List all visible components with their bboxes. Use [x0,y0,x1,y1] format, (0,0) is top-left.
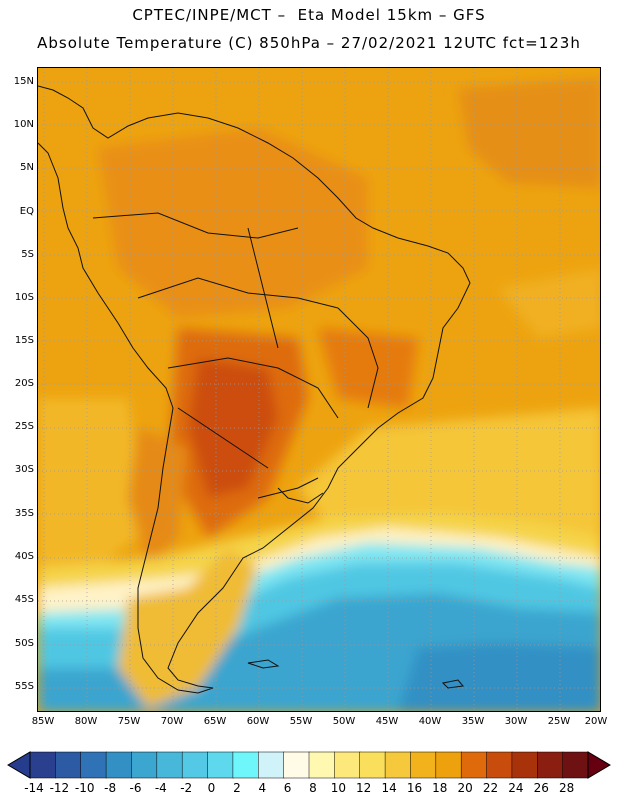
colorbar-tick-label: 2 [233,781,241,795]
lon-label-40w: 40W [418,716,442,727]
lon-label-75w: 75W [117,716,141,727]
ocean-patch [498,268,600,338]
lon-label-35w: 35W [461,716,485,727]
lat-label-35s: 35S [14,508,34,519]
lat-label-40s: 40S [14,551,34,562]
colorbar-cell [537,751,564,779]
map-panel [37,67,601,712]
color-scale-bar [7,751,611,779]
colorbar-cell [156,751,183,779]
amazon-warm [98,128,368,318]
colorbar-cell [29,751,57,779]
lat-label-15n: 15N [13,76,34,87]
colorbar-tick-label: 10 [330,781,347,795]
temperature-map [38,68,600,711]
colorbar-cell [562,751,589,779]
colorbar-tick-label: -12 [49,781,70,795]
lat-label-10s: 10S [14,292,34,303]
colorbar-tick-label: 20 [457,781,473,795]
lat-label-25s: 25S [14,421,34,432]
colorbar-tick-label: 18 [432,781,448,795]
colorbar-cell [308,751,336,779]
map-title-line1: CPTEC/INPE/MCT – Eta Model 15km – GFS [132,6,486,24]
colorbar-tick-label: -10 [74,781,95,795]
colorbar-cell [207,751,234,779]
colorbar-cell [80,751,107,779]
colorbar-tick-label: 24 [508,781,524,795]
lon-label-65w: 65W [203,716,227,727]
colorbar-tick-label: 14 [381,781,397,795]
colorbar-tick-label: 6 [283,781,292,795]
lat-label-15s: 15S [14,335,34,346]
brazil-warm-patch [318,328,418,408]
colorbar-cell [334,751,361,779]
colorbar-tick-label: 22 [482,781,499,795]
colorbar-low-arrow [7,751,31,779]
colorbar-tick-label: 4 [258,781,267,795]
lon-label-30w: 30W [504,716,528,727]
lon-label-55w: 55W [289,716,313,727]
lat-label-45s: 45S [14,594,34,605]
lon-label-60w: 60W [246,716,270,727]
lat-label-55s: 55S [14,681,34,692]
map-title-line2: Absolute Temperature (C) 850hPa – 27/02/… [37,34,581,52]
colorbar-tick-label: -14 [24,781,44,795]
warm-north-atlantic [458,78,600,188]
lat-label-eq: EQ [19,206,34,217]
lon-label-85w: 85W [31,716,55,727]
subtropical-atlantic [298,408,600,548]
colorbar-tick-label: 26 [533,781,549,795]
colorbar-cell [131,751,158,779]
colorbar-high-arrow [587,751,611,779]
colorbar-tick-label: 16 [406,781,423,795]
colorbar-cell [511,751,539,779]
lon-label-80w: 80W [74,716,98,727]
lat-label-5n: 5N [20,162,34,173]
colorbar-cell [105,751,133,779]
colorbar-cell [435,751,462,779]
colorbar-cell [384,751,412,779]
argentina-hot-core [188,358,278,498]
coastlines [38,85,471,694]
colorbar-tick-label: 12 [356,781,372,795]
colorbar-tick-label: 0 [207,781,216,795]
colorbar-cell [486,751,513,779]
lon-label-20w: 20W [584,716,608,727]
colorbar-cell [258,751,285,779]
lat-label-30s: 30S [14,464,34,475]
lat-label-50s: 50S [14,638,34,649]
lon-label-50w: 50W [332,716,356,727]
coldest-core [398,643,600,711]
colorbar-cell [410,751,437,779]
subtropical-pacific [38,398,148,568]
colorbar-cell [181,751,209,779]
lat-label-20s: 20S [14,378,34,389]
colorbar-tick-label: -2 [180,781,193,795]
colorbar-cell [283,751,310,779]
lon-label-70w: 70W [160,716,184,727]
colorbar-cell [460,751,488,779]
lon-label-25w: 25W [547,716,571,727]
colorbar-tick-label: -4 [154,781,167,795]
colorbar-cell [359,751,386,779]
colorbar-tick-label: -6 [129,781,142,795]
colorbar-tick-label: -8 [104,781,117,795]
lat-label-5s: 5S [21,249,34,260]
colorbar-tick-label: 28 [558,781,575,795]
lat-label-10n: 10N [13,119,34,130]
colorbar-tick-label: 8 [309,781,317,795]
colorbar-cell [232,751,260,779]
lon-label-45w: 45W [375,716,399,727]
colorbar-cell [55,751,82,779]
